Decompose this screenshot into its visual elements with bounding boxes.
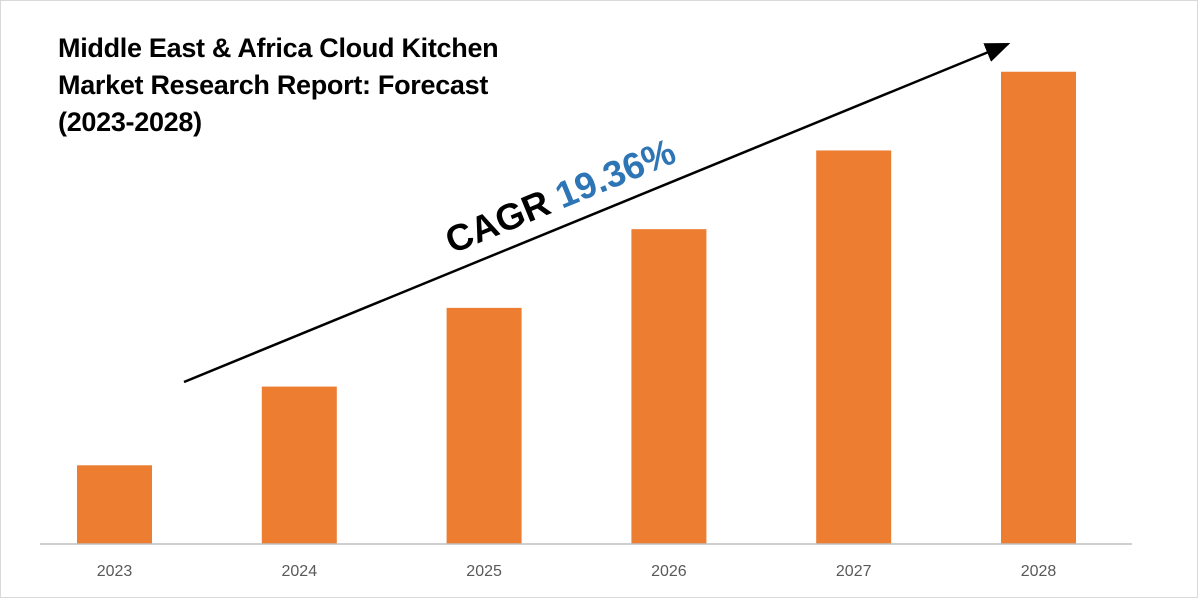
bar-2027 (816, 150, 892, 545)
x-tick-label-2026: 2026 (651, 563, 687, 580)
bar-2025 (446, 307, 522, 544)
x-tick-label-2023: 2023 (97, 563, 133, 580)
chart-title: Middle East & Africa Cloud Kitchen Marke… (58, 30, 578, 141)
bar-2028 (1001, 71, 1076, 544)
cagr-label: CAGR (439, 182, 555, 261)
x-tick-labels: 2023 2024 2025 2026 2027 2028 (97, 563, 1057, 580)
x-tick-label-2024: 2024 (282, 563, 318, 580)
x-tick-label-2025: 2025 (466, 563, 502, 580)
bar-2023 (77, 465, 152, 544)
x-tick-label-2028: 2028 (1021, 563, 1057, 580)
bar-2024 (261, 386, 337, 544)
cagr-value: 19.36% (550, 131, 682, 217)
x-tick-label-2027: 2027 (836, 563, 872, 580)
bars-group (77, 71, 1076, 545)
growth-arrow (183, 42, 1011, 384)
title-line-2: Market Research Report: Forecast (58, 70, 489, 100)
bar-2026 (631, 229, 707, 544)
title-line-3: (2023-2028) (58, 107, 202, 137)
title-line-1: Middle East & Africa Cloud Kitchen (58, 33, 499, 63)
